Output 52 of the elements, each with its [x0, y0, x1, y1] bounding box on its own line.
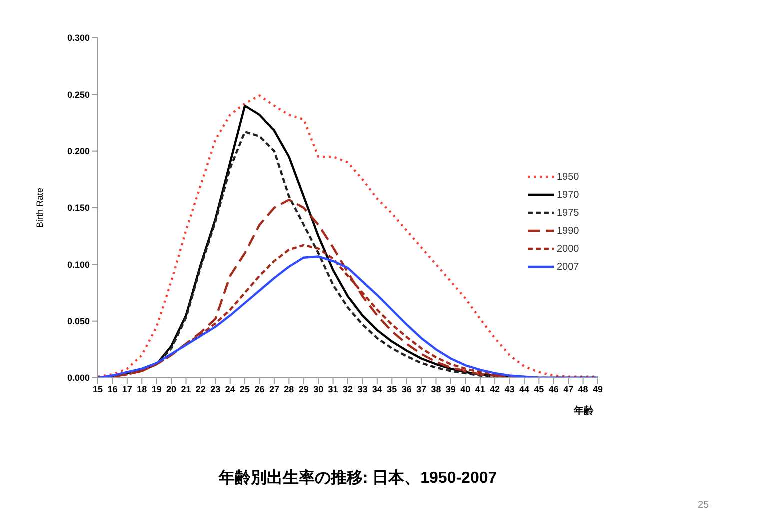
x-tick-label: 32	[342, 384, 354, 394]
legend-label: 1990	[557, 226, 580, 236]
x-tick-label: 31	[328, 384, 338, 394]
x-tick-label: 16	[108, 384, 118, 394]
x-tick-label: 49	[592, 384, 604, 394]
legend-label: 1975	[557, 208, 580, 218]
x-tick-label: 27	[269, 384, 280, 394]
x-tick-label: 26	[254, 384, 265, 394]
y-tick-label: 0.000	[67, 373, 90, 384]
x-tick-label: 44	[519, 384, 530, 394]
x-tick-label: 37	[416, 384, 427, 394]
legend-label: 2007	[557, 262, 580, 272]
x-tick-label: 25	[240, 384, 250, 394]
y-tick-label: 0.150	[67, 203, 90, 214]
x-tick-label: 15	[92, 384, 104, 394]
x-tick-label: 33	[358, 384, 368, 394]
x-tick-label: 30	[314, 384, 324, 394]
x-tick-label: 24	[225, 384, 236, 394]
legend-label: 2000	[557, 244, 580, 254]
x-tick-label: 28	[284, 384, 294, 394]
legend-label: 1950	[557, 172, 580, 182]
x-tick-label: 39	[446, 384, 456, 394]
x-tick-label: 21	[181, 384, 192, 394]
y-tick-label: 0.100	[67, 260, 90, 270]
x-tick-label: 29	[298, 384, 309, 394]
x-tick-label: 35	[387, 384, 398, 394]
x-tick-label: 34	[372, 384, 382, 394]
y-axis-title: Birth Rate	[35, 188, 46, 228]
x-tick-label: 22	[196, 384, 206, 394]
x-tick-label: 19	[152, 384, 162, 394]
y-tick-label: 0.050	[67, 316, 90, 327]
x-tick-label: 45	[534, 384, 544, 394]
x-tick-label: 36	[402, 384, 412, 394]
x-axis-title: 年齢	[573, 405, 595, 417]
x-tick-label: 43	[504, 384, 515, 394]
y-tick-label: 0.250	[67, 90, 90, 100]
x-tick-label: 46	[548, 384, 559, 394]
y-tick-label: 0.200	[67, 146, 90, 157]
x-tick-label: 48	[578, 384, 588, 394]
x-tick-label: 38	[431, 384, 442, 394]
x-tick-label: 42	[490, 384, 500, 394]
x-tick-label: 47	[564, 384, 574, 394]
x-tick-label: 41	[475, 384, 486, 394]
x-tick-label: 20	[166, 384, 177, 394]
x-tick-label: 17	[122, 384, 132, 394]
text: 25	[698, 500, 710, 511]
y-tick-label: 0.300	[67, 33, 90, 44]
x-tick-label: 40	[460, 384, 471, 394]
x-tick-label: 23	[210, 384, 221, 394]
legend-label: 1970	[557, 190, 580, 200]
text: 年齢別出生率の推移: 日本、1950-2007	[218, 468, 498, 489]
x-tick-label: 18	[137, 384, 148, 394]
